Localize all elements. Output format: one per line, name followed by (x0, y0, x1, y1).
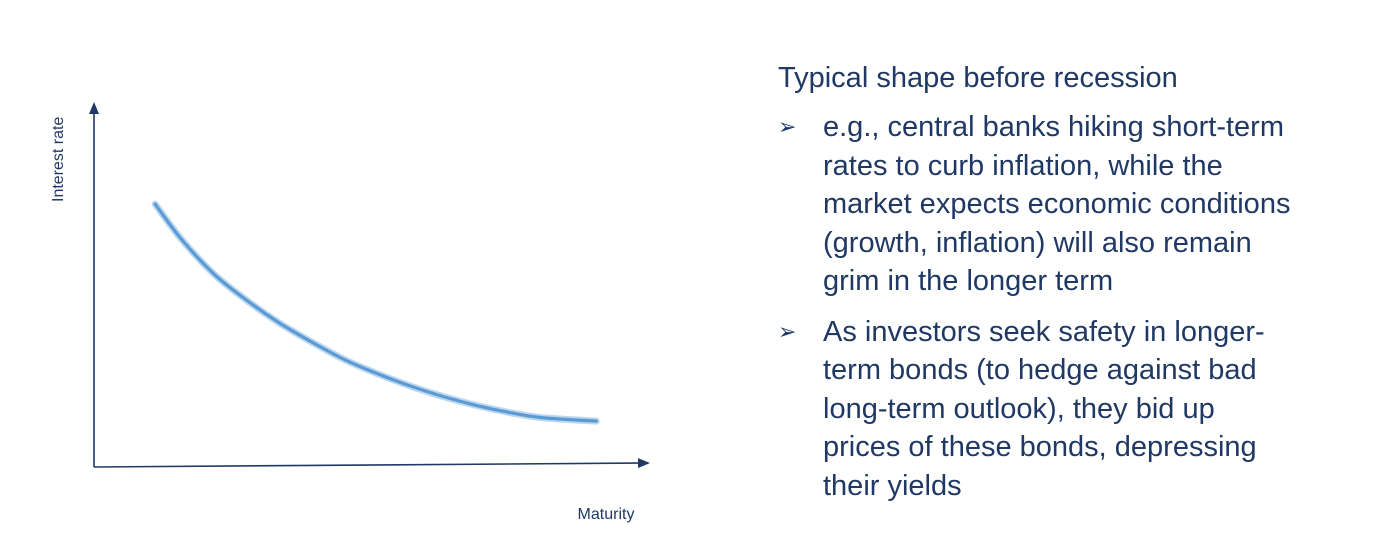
bullet-line: As investors seek safety in longer- (823, 315, 1265, 348)
chart-svg: Interest rate Maturity (50, 102, 650, 523)
bullet-item-investors: ➢ As investors seek safety in longer- te… (778, 313, 1368, 506)
x-axis-line (93, 458, 650, 469)
arrow-bullet-icon: ➢ (778, 318, 797, 344)
bullet-line: term bonds (to hedge against bad (823, 354, 1257, 386)
y-axis-label: Interest rate (50, 117, 67, 202)
yield-curve-chart: Interest rate Maturity (50, 102, 650, 523)
bullet-line: grim in the longer term (823, 265, 1114, 297)
x-axis-label: Maturity (578, 506, 635, 523)
bullet-line: prices of these bonds, depressing (823, 431, 1257, 463)
bullet-list: ➢ e.g., central banks hiking short-term … (778, 108, 1368, 505)
series-layer (151, 200, 600, 425)
bullet-line: market expects economic conditions (823, 188, 1291, 220)
series-0-line (153, 202, 598, 423)
bullet-line: their yields (823, 469, 962, 502)
bullet-line: long-term outlook), they bid up (823, 392, 1215, 425)
arrow-bullet-icon: ➢ (778, 114, 797, 139)
panel-heading: Typical shape before recession (778, 62, 1178, 94)
bullet-line: e.g., central banks hiking short-term (823, 111, 1284, 143)
explanation-panel: Typical shape before recession ➢ e.g., c… (778, 58, 1368, 517)
series-0-glow (151, 200, 600, 425)
bullet-item-central-banks: ➢ e.g., central banks hiking short-term … (778, 108, 1368, 301)
bullet-line: rates to curb inflation, while the (823, 149, 1223, 182)
bullet-line: (growth, inflation) will also remain (823, 226, 1252, 259)
